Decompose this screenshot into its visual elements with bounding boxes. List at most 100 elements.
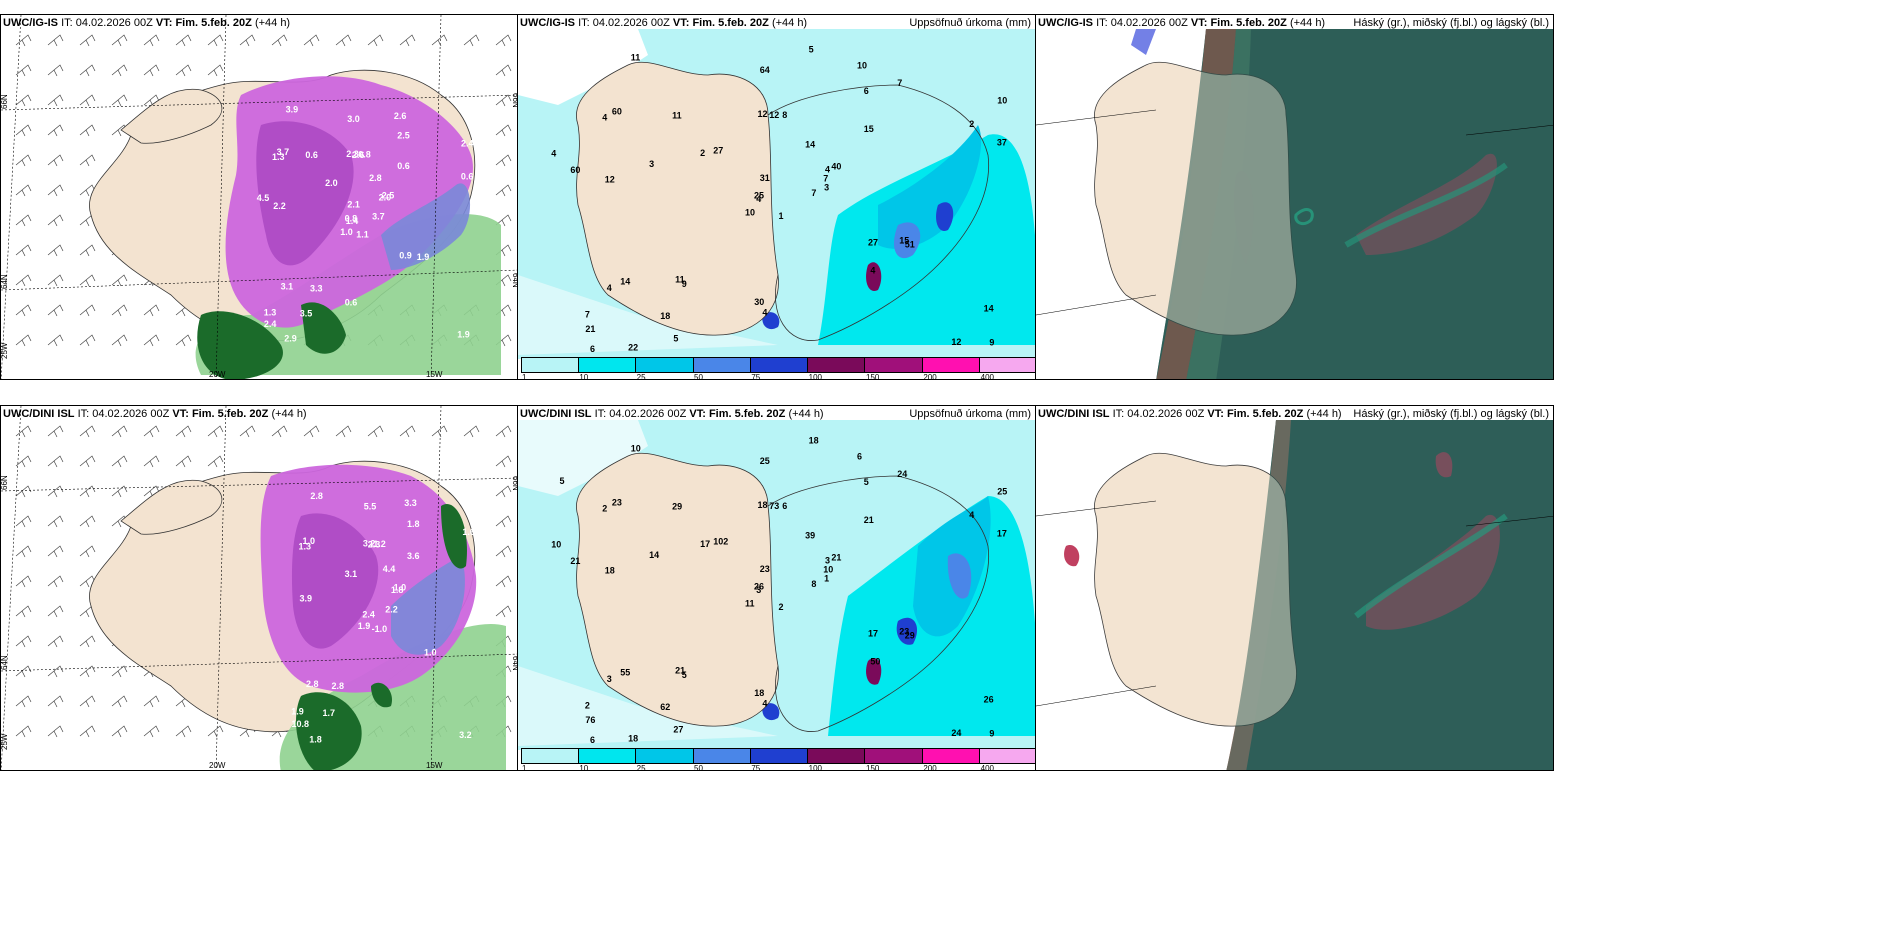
precipitation-map: 1447491086711912101015221214142721181240… xyxy=(518,29,1035,359)
wind-barb xyxy=(79,124,96,137)
precipitation-map: 2232356658109182511211818395510276627321… xyxy=(518,420,1035,750)
wind-barb xyxy=(495,124,512,137)
map-value-label: 0.8 xyxy=(345,214,358,224)
map-value-label: 18 xyxy=(754,688,764,698)
map-value-label: 10 xyxy=(857,61,867,71)
wind-barb xyxy=(47,304,64,317)
wind-barb xyxy=(399,34,416,47)
panel-bottom-left: UWC/DINI ISL IT: 04.02.2026 00Z VT: Fim.… xyxy=(0,405,518,771)
map-value-label: 2.6 xyxy=(394,111,407,121)
wind-barb xyxy=(47,425,64,438)
map-value-label: 5 xyxy=(560,476,565,486)
panel-header: UWC/IG-IS IT: 04.02.2026 00Z VT: Fim. 5.… xyxy=(1038,17,1326,29)
map-value-label: 6 xyxy=(590,735,595,745)
wind-barb xyxy=(79,94,96,107)
wind-barb xyxy=(143,455,160,468)
map-value-label: 4 xyxy=(607,283,612,293)
map-value-label: 0.6 xyxy=(461,172,474,182)
map-value-label: 11 xyxy=(672,110,682,120)
colorbar-swatch xyxy=(750,749,809,763)
map-value-label: 10 xyxy=(997,96,1007,106)
wind-barb xyxy=(79,334,96,347)
map-value-label: 1.8 xyxy=(407,519,420,529)
wind-barb xyxy=(175,64,192,77)
map-value-label: 24 xyxy=(897,469,907,479)
colorbar-swatch xyxy=(579,358,637,372)
wind-barb xyxy=(143,64,160,77)
map-value-label: 4.4 xyxy=(383,564,396,574)
lat-label: 64N xyxy=(511,273,518,288)
map-value-label: 7 xyxy=(823,174,828,184)
wind-barb xyxy=(207,725,224,738)
panel-top-middle: UWC/IG-IS IT: 04.02.2026 00Z VT: Fim. 5.… xyxy=(517,14,1036,380)
wind-barb xyxy=(47,64,64,77)
map-value-label: 25 xyxy=(997,487,1007,497)
map-value-label: 3.3 xyxy=(310,283,323,293)
wind-barb xyxy=(47,154,64,167)
map-value-label: 2 xyxy=(602,504,607,514)
map-value-label: 2.8 xyxy=(310,491,323,501)
map-value-label: 2 xyxy=(585,700,590,710)
wind-barb xyxy=(47,244,64,257)
wind-barb xyxy=(47,485,64,498)
lon-label: 25W xyxy=(1,342,9,359)
wind-barb xyxy=(495,214,512,227)
map-value-label: 2.5 xyxy=(382,190,395,200)
wind-barb xyxy=(15,635,32,648)
wind-barb xyxy=(495,455,512,468)
wind-barb xyxy=(143,304,160,317)
map-value-label: 11 xyxy=(675,275,685,285)
map-value-label: 4 xyxy=(756,194,761,204)
map-value-label: 76 xyxy=(585,715,595,725)
wind-barb xyxy=(303,425,320,438)
map-value-label: 12 xyxy=(951,337,961,347)
colorbar-swatch xyxy=(750,358,809,372)
wind-barb xyxy=(15,575,32,588)
map-value-label: 2 xyxy=(700,148,705,158)
colorbar-tick-label: 50 xyxy=(694,373,703,380)
map-value-label: 2.8 xyxy=(306,679,319,689)
wind-barb xyxy=(79,695,96,708)
map-value-label: 2.2 xyxy=(273,201,286,211)
map-value-label: 39 xyxy=(805,530,815,540)
wind-barb xyxy=(15,304,32,317)
panel-header: UWC/DINI ISL IT: 04.02.2026 00Z VT: Fim.… xyxy=(3,408,307,420)
wind-barb xyxy=(15,94,32,107)
colorbar-swatch xyxy=(636,749,694,763)
wind-barb xyxy=(47,725,64,738)
map-value-label: 0.6 xyxy=(345,297,358,307)
colorbar-swatch xyxy=(808,749,866,763)
map-value-label: 6 xyxy=(590,344,595,354)
map-value-label: 3.0 xyxy=(347,114,360,124)
cloud-cover-map xyxy=(1036,29,1553,379)
map-value-label: 12 xyxy=(758,109,768,119)
map-value-label: 4.5 xyxy=(257,193,270,203)
wind-barb xyxy=(47,455,64,468)
map-value-label: 3.2 xyxy=(459,730,472,740)
colorbar-tick-label: 75 xyxy=(751,373,761,380)
wind-barb xyxy=(15,154,32,167)
colorbar-tick-label: 1 xyxy=(522,764,527,771)
map-value-label: 3.7 xyxy=(372,211,385,221)
wind-barb xyxy=(239,34,256,47)
map-value-label: 5.5 xyxy=(364,501,377,511)
colorbar-tick-label: 75 xyxy=(751,764,761,771)
wind-barb xyxy=(79,485,96,498)
colorbar-swatch xyxy=(522,358,580,372)
wind-barb xyxy=(47,274,64,287)
map-value-label: 62 xyxy=(660,702,670,712)
map-value-label: 3.9 xyxy=(286,104,299,114)
map-value-label: 6 xyxy=(857,452,862,462)
map-value-label: 21 xyxy=(831,553,841,563)
map-value-label: 1.2 xyxy=(373,539,386,549)
colorbar-swatch xyxy=(693,749,751,763)
map-value-label: 2.0 xyxy=(325,178,338,188)
map-value-label: 18 xyxy=(660,311,670,321)
wind-barb xyxy=(47,665,64,678)
map-value-label: 1.9 xyxy=(358,621,371,631)
colorbar-tick-label: 100 xyxy=(808,764,823,771)
map-value-label: 10 xyxy=(823,565,833,575)
map-value-label: 2.3 xyxy=(368,539,381,549)
map-value-label: 27 xyxy=(673,725,683,735)
map-value-label: 0.6 xyxy=(305,150,318,160)
